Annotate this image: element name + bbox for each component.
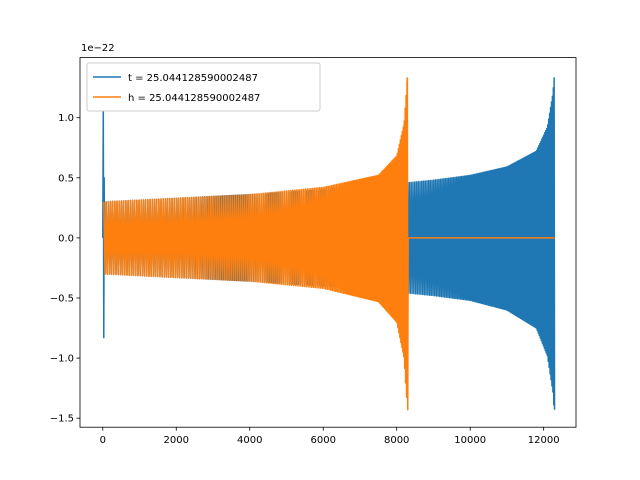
series-line-h <box>103 77 555 411</box>
x-tick-label: 6000 <box>310 435 335 446</box>
x-tick-label: 2000 <box>164 435 189 446</box>
x-tick-label: 12000 <box>528 435 560 446</box>
y-tick-label: −1.5 <box>50 414 74 425</box>
x-axis: 0 2000 4000 6000 8000 10000 12000 <box>100 427 560 446</box>
plot-area <box>102 77 556 411</box>
y-offset-label: 1e−22 <box>81 43 115 54</box>
legend-label-t: t = 25.044128590002487 <box>128 73 258 84</box>
legend-label-h: h = 25.044128590002487 <box>128 93 260 104</box>
x-tick-label: 4000 <box>237 435 262 446</box>
y-axis: −1.5 −1.0 −0.5 0.0 0.5 1.0 <box>50 113 80 425</box>
legend-frame <box>86 62 321 112</box>
axes-frame <box>79 57 577 428</box>
y-tick-label: 1.0 <box>58 113 74 124</box>
x-tick-label: 8000 <box>384 435 409 446</box>
y-tick-label: 0.5 <box>58 173 74 184</box>
y-tick-label: −1.0 <box>50 354 74 365</box>
y-tick-label: 0.0 <box>58 233 74 244</box>
x-tick-label: 10000 <box>454 435 486 446</box>
x-tick-label: 0 <box>100 435 106 446</box>
legend: t = 25.044128590002487 h = 25.0441285900… <box>86 62 321 112</box>
y-tick-label: −0.5 <box>50 293 74 304</box>
